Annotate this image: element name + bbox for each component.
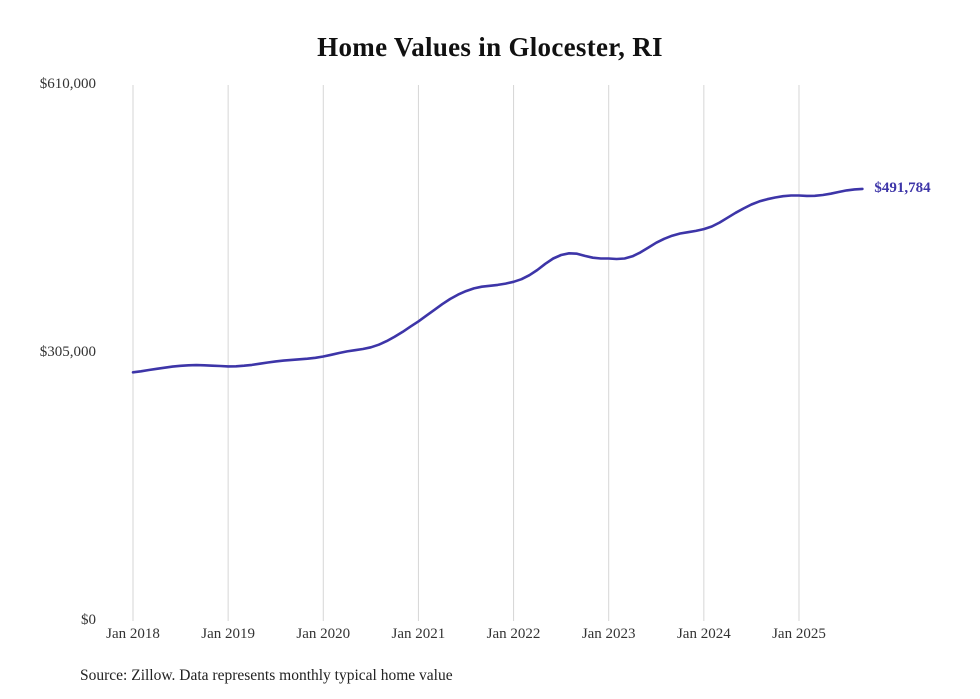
chart-title: Home Values in Glocester, RI bbox=[317, 32, 663, 62]
home-value-line bbox=[131, 187, 864, 374]
x-axis-tick-label: Jan 2019 bbox=[201, 626, 255, 642]
x-axis-tick-label: Jan 2022 bbox=[486, 626, 541, 642]
y-axis-tick-label: $610,000 bbox=[39, 76, 96, 92]
end-value-label: $491,784 bbox=[874, 179, 931, 196]
y-axis-tick-label: $0 bbox=[81, 612, 96, 628]
x-axis-tick-label: Jan 2023 bbox=[581, 626, 636, 642]
gridlines-group bbox=[132, 85, 800, 621]
x-axis-tick-label: Jan 2024 bbox=[676, 626, 731, 642]
x-axis-tick-label: Jan 2018 bbox=[106, 626, 160, 642]
x-axis-tick-label: Jan 2021 bbox=[391, 626, 446, 642]
x-axis-tick-label: Jan 2025 bbox=[772, 626, 826, 642]
source-note: Source: Zillow. Data represents monthly … bbox=[80, 667, 453, 684]
y-axis-tick-label: $305,000 bbox=[39, 344, 96, 360]
x-axis-tick-label: Jan 2020 bbox=[296, 626, 351, 642]
